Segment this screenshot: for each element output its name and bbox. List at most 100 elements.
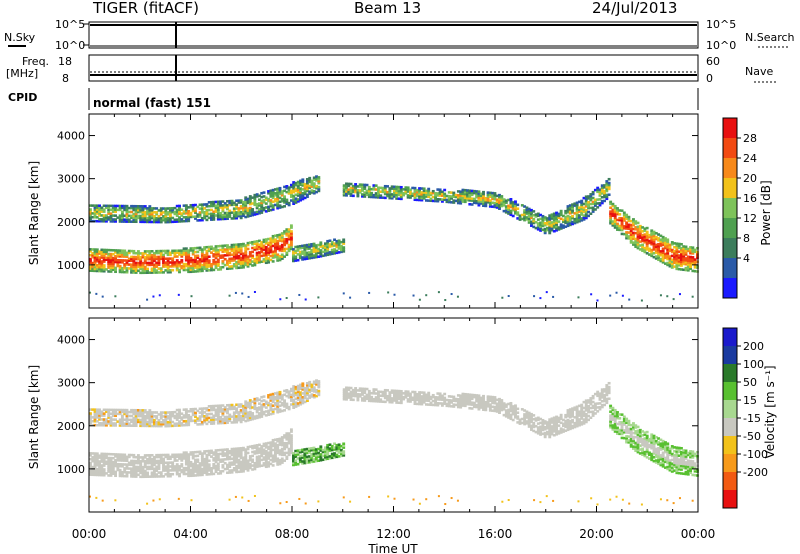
power-cell [629,231,633,235]
power-cell [242,204,245,208]
power-cell [530,224,533,227]
power-cell [141,218,145,222]
velocity-cell [413,398,417,402]
velocity-cell [283,441,287,445]
power-cell [605,195,609,199]
power-cell [107,256,111,260]
power-cell [232,243,236,247]
power-cell [573,217,577,221]
power-cell [383,188,387,192]
power-cell [278,188,282,192]
power-cell [511,208,515,212]
power-cell [296,194,300,197]
velocity-cell [132,475,136,478]
velocity-cell [493,396,497,399]
velocity-cell [482,408,485,411]
velocity-cell [171,410,175,414]
power-cell [141,256,145,259]
velocity-cell [269,452,273,456]
velocity-cell [395,393,399,397]
power-cell [561,218,565,222]
power-cell [673,253,677,257]
power-cell [598,194,602,197]
power-cell [307,251,311,254]
velocity-cell [315,383,318,386]
velocity-cell [132,467,136,471]
velocity-cell [491,401,495,405]
power-cell [162,271,165,274]
power-cell [104,248,108,252]
power-cell [468,193,472,196]
velocity-cell [226,419,229,423]
power-cell [235,207,239,210]
power-cell [319,254,323,258]
power-cell [299,198,302,202]
velocity-cell [143,463,147,467]
velocity-cell [98,422,102,425]
power-cell [244,196,248,199]
velocity-cell [374,388,378,391]
power-cell [207,249,211,253]
power-cell [150,253,154,257]
velocity-cell [162,475,165,478]
velocity-cell [260,448,264,452]
power-cell [689,249,693,253]
velocity-cell [141,420,145,424]
power-cell [629,237,633,240]
power-cell [412,294,415,297]
power-cell [557,228,561,231]
velocity-cell [226,411,229,415]
power-cell [214,204,218,208]
power-cell [368,291,371,294]
power-cell [257,211,261,215]
power-cell [123,265,127,268]
power-cell [643,227,647,230]
velocity-cell [262,442,266,446]
velocity-cell [278,449,282,452]
power-cell [95,263,99,267]
power-cell [264,242,268,245]
power-cell [388,189,392,192]
power-cell [150,220,154,224]
power-cell [372,184,376,187]
velocity-cell [109,424,113,427]
velocity-cell [239,452,243,456]
power-cell [285,253,289,257]
power-cell [356,194,360,198]
power-cell [166,261,170,264]
power-cell [200,257,204,261]
velocity-cell [418,402,421,406]
power-cell [470,193,474,197]
power-cell [118,204,122,208]
velocity-cell [139,463,143,467]
power-cell [127,257,131,261]
power-cell [634,231,638,235]
power-cell [253,195,257,199]
power-cell [98,218,102,221]
power-cell [695,252,699,256]
velocity-cell [180,412,184,415]
power-cell [693,264,697,267]
velocity-cell [303,392,307,396]
power-cell [127,214,131,218]
power-cell [102,269,106,273]
velocity-cell [150,467,154,471]
power-cell [296,190,300,193]
velocity-cell [230,453,234,457]
velocity-cell [189,453,193,456]
power-cell [381,188,385,192]
velocity-cell [111,468,115,472]
velocity-cell [182,468,186,472]
velocity-cell [207,451,211,455]
power-cell [276,245,280,249]
power-cell [260,207,264,211]
power-cell [541,228,545,232]
velocity-cell [312,386,316,389]
power-cell [104,206,108,210]
power-cell [93,254,97,257]
power-cell [175,264,179,268]
power-cell [356,185,360,188]
power-cell [139,216,143,220]
power-cell [589,195,593,198]
power-cell [283,197,287,200]
